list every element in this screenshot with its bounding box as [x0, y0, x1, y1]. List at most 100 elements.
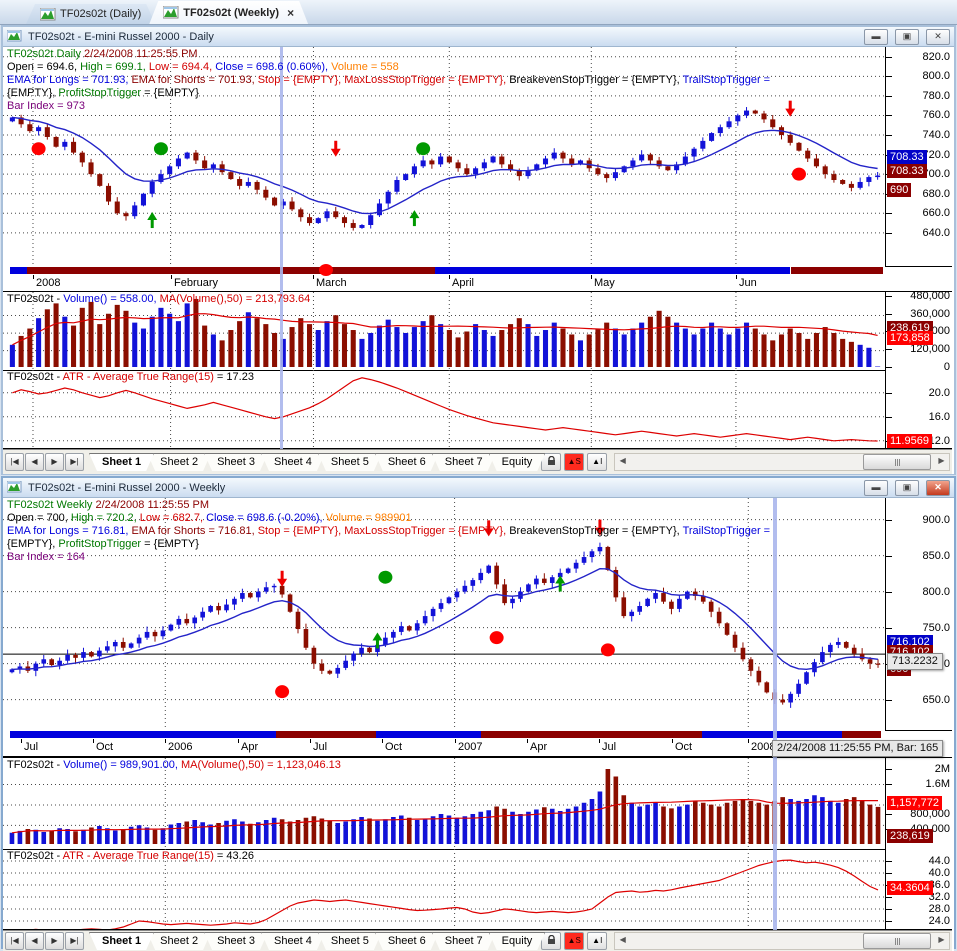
sheet-tab-sheet-6[interactable]: Sheet 6: [375, 932, 439, 950]
long-position-segment: [435, 267, 790, 274]
titlebar-weekly[interactable]: TF02s02t - E-mini Russel 2000 - Weekly ▬…: [3, 478, 954, 498]
price-axis-label: 650.0: [922, 694, 950, 706]
sheet-tab-sheet-7[interactable]: Sheet 7: [432, 453, 496, 471]
sheet-tab-sheet-1[interactable]: Sheet 1: [89, 453, 154, 471]
horizontal-scrollbar[interactable]: ◀ ▶: [614, 932, 950, 950]
price-axis-label: 680.0: [922, 188, 950, 200]
scrollbar-thumb[interactable]: [863, 933, 931, 949]
time-axis-label: Oct: [675, 741, 693, 753]
price-axis: 900.0850.0800.0750.0700.0650.0716.102716…: [885, 498, 952, 730]
crosshair-vertical-line[interactable]: [280, 47, 283, 449]
close-tab-icon[interactable]: ×: [287, 5, 295, 20]
ema-line: [12, 116, 878, 215]
mdi-tab-label: TF02s02t (Daily): [60, 8, 142, 20]
indicator-button[interactable]: ▲I: [587, 453, 608, 471]
sheet-tab-sheet-3[interactable]: Sheet 3: [204, 932, 268, 950]
lock-icon[interactable]: [541, 453, 562, 471]
sheet-tab-sheet-1[interactable]: Sheet 1: [89, 932, 154, 950]
close-button[interactable]: ✕: [926, 28, 950, 45]
minimize-button[interactable]: ▬: [864, 28, 888, 45]
sheet-nav-first-button[interactable]: |◀: [5, 932, 24, 950]
market-position-strip: [3, 264, 885, 276]
buy-arrow-icon: [409, 210, 420, 219]
atr-axis-label: 24.0: [928, 915, 950, 927]
time-axis-label: Jul: [313, 741, 328, 753]
volume-axis-label: 360,000: [910, 308, 950, 320]
atr-axis-label: 12.0: [928, 435, 950, 447]
indicator-button[interactable]: ▲I: [587, 932, 608, 950]
long-position-segment: [376, 731, 481, 738]
price-badge: 690: [887, 183, 912, 197]
crosshair-vertical-line[interactable]: [773, 498, 777, 930]
atr-chart-canvas[interactable]: [3, 849, 885, 929]
strategy-button[interactable]: ▲S: [564, 453, 585, 471]
sheet-nav-next-button[interactable]: ▶: [45, 932, 64, 950]
sheet-tab-sheet-2[interactable]: Sheet 2: [147, 453, 211, 471]
sheet-tab-sheet-5[interactable]: Sheet 5: [318, 453, 382, 471]
close-button[interactable]: ✕: [926, 479, 950, 496]
scroll-left-arrow[interactable]: ◀: [619, 456, 626, 465]
sheet-tab-sheet-3[interactable]: Sheet 3: [204, 453, 268, 471]
volume-chart-canvas[interactable]: [3, 292, 885, 370]
time-axis-label: Apr: [530, 741, 548, 753]
atr-axis-label: 36.0: [928, 879, 950, 891]
signal-dot-red: [489, 631, 504, 645]
long-position-segment: [10, 267, 27, 274]
price-chart-canvas[interactable]: [3, 47, 885, 266]
price-axis-label: 850.0: [922, 550, 950, 562]
atr-axis-label: 20.0: [928, 387, 950, 399]
sheet-nav-last-button[interactable]: ▶|: [65, 932, 84, 950]
chart-window-icon: [6, 480, 23, 494]
lock-icon[interactable]: [541, 932, 562, 950]
sheet-tab-sheet-5[interactable]: Sheet 5: [318, 932, 382, 950]
sheet-tab-sheet-2[interactable]: Sheet 2: [147, 932, 211, 950]
horizontal-scrollbar[interactable]: ◀ ▶: [614, 453, 950, 471]
time-axis-label: March: [316, 277, 347, 289]
price-axis-label: 720.0: [922, 149, 950, 161]
sheet-tab-equity[interactable]: Equity: [489, 932, 546, 950]
sheet-tab-sheet-4[interactable]: Sheet 4: [261, 932, 325, 950]
atr-axis-label: 16.0: [928, 411, 950, 423]
buy-arrow-icon: [372, 632, 383, 641]
sheet-nav-prev-button[interactable]: ◀: [25, 453, 44, 471]
volume-bars-group: [9, 298, 881, 367]
price-axis-label: 820.0: [922, 51, 950, 63]
mdi-tab-daily[interactable]: TF02s02t (Daily): [26, 4, 155, 24]
sheet-nav-prev-button[interactable]: ◀: [25, 932, 44, 950]
time-axis-label: 2006: [168, 741, 193, 753]
sell-arrow-icon: [277, 578, 288, 587]
minimize-button[interactable]: ▬: [864, 479, 888, 496]
sheet-tab-sheet-7[interactable]: Sheet 7: [432, 932, 496, 950]
chart-thumbnail-icon: [163, 6, 179, 19]
sheet-tab-equity[interactable]: Equity: [489, 453, 546, 471]
restore-button[interactable]: ▣: [895, 479, 919, 496]
scroll-right-arrow[interactable]: ▶: [938, 935, 945, 944]
sheet-tab-sheet-6[interactable]: Sheet 6: [375, 453, 439, 471]
scrollbar-thumb[interactable]: [863, 454, 931, 470]
time-axis-label: 2007: [458, 741, 483, 753]
titlebar-daily[interactable]: TF02s02t - E-mini Russel 2000 - Daily ▬ …: [3, 27, 954, 47]
sheet-tab-sheet-4[interactable]: Sheet 4: [261, 453, 325, 471]
scroll-right-arrow[interactable]: ▶: [938, 456, 945, 465]
price-axis-label: 740.0: [922, 129, 950, 141]
mdi-tab-weekly[interactable]: TF02s02t (Weekly) ×: [149, 1, 308, 24]
price-chart-canvas[interactable]: [3, 498, 885, 730]
sheet-nav-last-button[interactable]: ▶|: [65, 453, 84, 471]
time-axis-label: April: [452, 277, 475, 289]
price-axis-label: 760.0: [922, 109, 950, 121]
volume-ma-line: [12, 313, 878, 346]
restore-button[interactable]: ▣: [895, 28, 919, 45]
atr-axis-label: 40.0: [928, 867, 950, 879]
time-axis: 2008 February March April May Jun: [3, 275, 885, 292]
sheet-nav-next-button[interactable]: ▶: [45, 453, 64, 471]
buy-arrow-icon: [555, 575, 566, 584]
scroll-left-arrow[interactable]: ◀: [619, 935, 626, 944]
sheet-nav-first-button[interactable]: |◀: [5, 453, 24, 471]
volume-chart-canvas[interactable]: [3, 758, 885, 849]
ema-line: [11, 567, 879, 671]
atr-chart-canvas[interactable]: [3, 370, 885, 448]
strategy-button[interactable]: ▲S: [564, 932, 585, 950]
short-position-segment: [481, 731, 702, 738]
price-axis-label: 800.0: [922, 586, 950, 598]
